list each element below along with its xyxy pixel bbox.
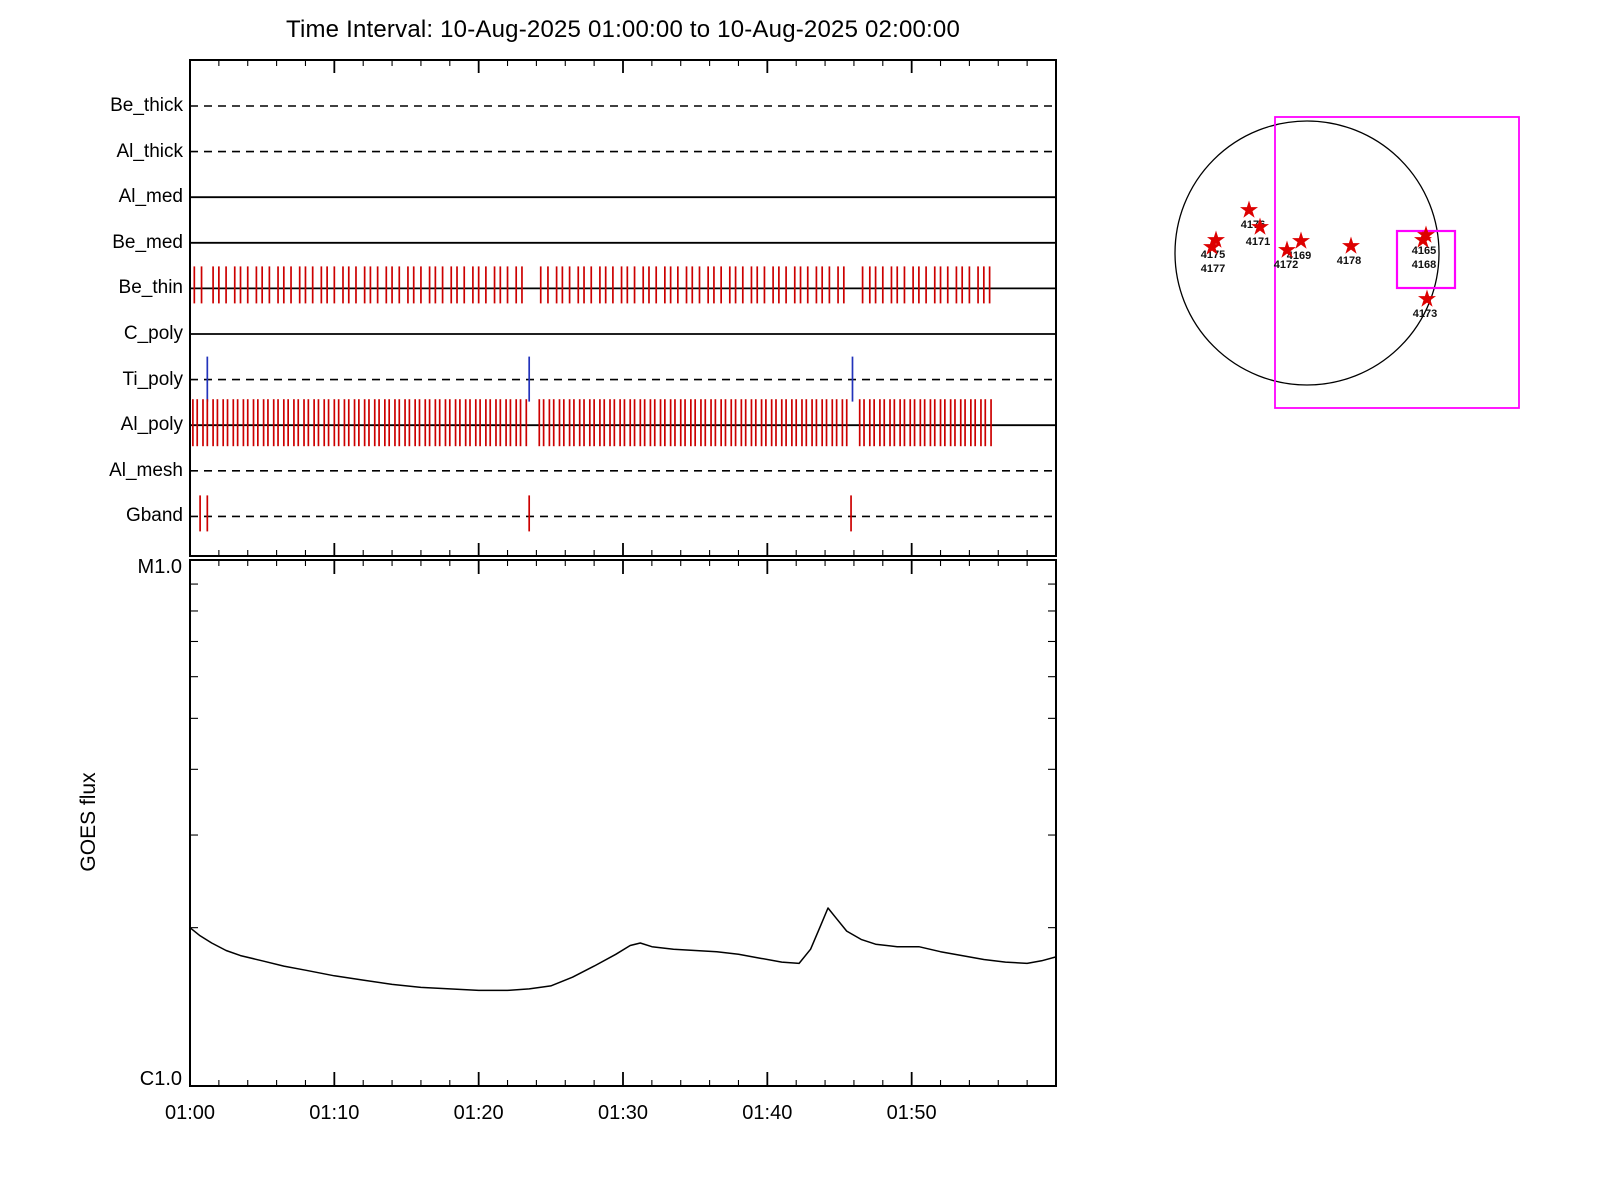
x-tick-label-0100: 01:00 bbox=[164, 1102, 216, 1124]
goes-ytick-bottom: C1.0 bbox=[139, 1068, 182, 1090]
active-region-star-4175 bbox=[1207, 230, 1225, 248]
active-region-star-4169 bbox=[1292, 231, 1310, 249]
solar-disk bbox=[1174, 120, 1440, 386]
channel-label-Gband: Gband bbox=[125, 505, 183, 527]
active-region-star-4178 bbox=[1342, 236, 1360, 254]
channel-label-Al_thick: Al_thick bbox=[116, 140, 183, 162]
active-region-label-4177: 4177 bbox=[1201, 263, 1225, 275]
goes-flux-curve bbox=[189, 907, 1057, 992]
active-region-label-4175: 4175 bbox=[1201, 249, 1225, 261]
x-tick-label-0140: 01:40 bbox=[742, 1102, 793, 1124]
active-region-label-4171: 4171 bbox=[1246, 236, 1270, 248]
fov-rect bbox=[1274, 116, 1520, 409]
channel-label-Be_med: Be_med bbox=[112, 231, 183, 253]
active-region-star-4171 bbox=[1251, 217, 1269, 235]
active-region-star-4173 bbox=[1418, 289, 1436, 307]
active-region-label-4169: 4169 bbox=[1287, 250, 1311, 262]
goes-ylabel: GOES flux bbox=[77, 772, 100, 872]
channel-label-Al_poly: Al_poly bbox=[120, 414, 183, 436]
solar-map: 4176417141754177416941724178416541684173 bbox=[1174, 116, 1520, 409]
channel-label-Al_mesh: Al_mesh bbox=[109, 459, 183, 481]
active-region-label-4172: 4172 bbox=[1274, 259, 1298, 271]
active-region-label-4178: 4178 bbox=[1337, 255, 1361, 267]
goes-panel-border bbox=[189, 559, 1057, 1087]
plot-title: Time Interval: 10-Aug-2025 01:00:00 to 1… bbox=[285, 16, 961, 43]
channel-label-Be_thick: Be_thick bbox=[110, 95, 183, 116]
active-region-label-4165: 4165 bbox=[1412, 245, 1436, 257]
x-tick-label-0150: 01:50 bbox=[886, 1102, 937, 1124]
goes-panel bbox=[189, 559, 1057, 1087]
channel-label-Ti_poly: Ti_poly bbox=[122, 368, 183, 390]
channel-label-C_poly: C_poly bbox=[123, 323, 183, 344]
x-tick-label-0130: 01:30 bbox=[597, 1102, 649, 1124]
active-region-label-4168: 4168 bbox=[1412, 259, 1436, 271]
goes-ytick-top: M1.0 bbox=[137, 556, 182, 578]
active-region-star-4165 bbox=[1417, 225, 1435, 243]
channel-label-Be_thin: Be_thin bbox=[118, 277, 183, 299]
active-region-star-4177 bbox=[1203, 237, 1221, 255]
x-tick-label-0110: 01:10 bbox=[309, 1102, 360, 1124]
x-tick-label-0120: 01:20 bbox=[453, 1102, 504, 1124]
active-region-label-4173: 4173 bbox=[1413, 308, 1437, 320]
active-region-star-4176 bbox=[1240, 200, 1258, 218]
timeline-panel-border bbox=[189, 59, 1057, 557]
active-region-star-4168 bbox=[1414, 230, 1432, 248]
active-region-star-4172 bbox=[1278, 240, 1296, 258]
channel-label-Al_med: Al_med bbox=[118, 186, 183, 208]
timeline-panel bbox=[189, 59, 1057, 557]
